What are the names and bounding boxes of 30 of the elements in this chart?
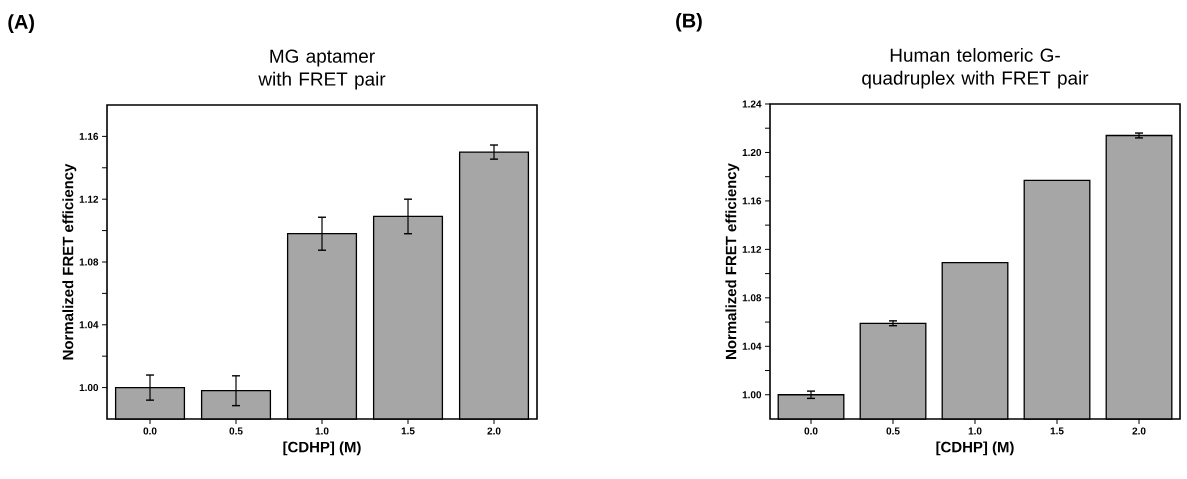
x-tick-label: 1.5 — [1050, 427, 1064, 435]
x-tick-label: 0.5 — [886, 427, 900, 435]
text: (B) — [676, 13, 702, 32]
y-tick-label: 1.08 — [79, 258, 99, 266]
x-tick-label: 1.5 — [401, 427, 415, 435]
y-tick-label: 1.16 — [79, 132, 99, 140]
y-tick-label: 1.04 — [79, 321, 99, 329]
chart-title: Human telomeric G-quadruplex with FRET pair — [862, 47, 1089, 89]
y-tick-label: 1.12 — [79, 195, 99, 203]
x-tick-label: 1.0 — [315, 427, 329, 435]
y-tick-label: 1.00 — [742, 391, 762, 399]
y-tick-label: 1.12 — [742, 245, 762, 253]
y-axis-title: Normalized FRET efficiency — [62, 163, 77, 360]
y-tick-label: 1.16 — [742, 197, 762, 205]
x-tick-label: 0.5 — [229, 427, 243, 435]
y-tick-label: 1.00 — [79, 384, 99, 392]
x-tick-label: 1.0 — [968, 427, 982, 435]
y-tick-label: 1.24 — [742, 100, 762, 108]
chart-title: MG aptamer with FRET pair — [258, 49, 386, 90]
y-axis-title: Normalized FRET efficiency — [725, 163, 740, 359]
x-tick-label: 0.0 — [804, 427, 818, 435]
x-axis-title: [CDHP] (M) — [936, 441, 1014, 456]
y-tick-label: 1.20 — [742, 148, 762, 156]
x-tick-label: 2.0 — [487, 427, 501, 435]
x-tick-label: 2.0 — [1132, 427, 1146, 435]
y-tick-label: 1.08 — [742, 294, 762, 302]
x-axis-title: [CDHP] (M) — [283, 441, 361, 456]
text: (A) — [8, 14, 34, 33]
x-tick-label: 0.0 — [143, 427, 157, 435]
y-tick-label: 1.04 — [742, 342, 762, 350]
